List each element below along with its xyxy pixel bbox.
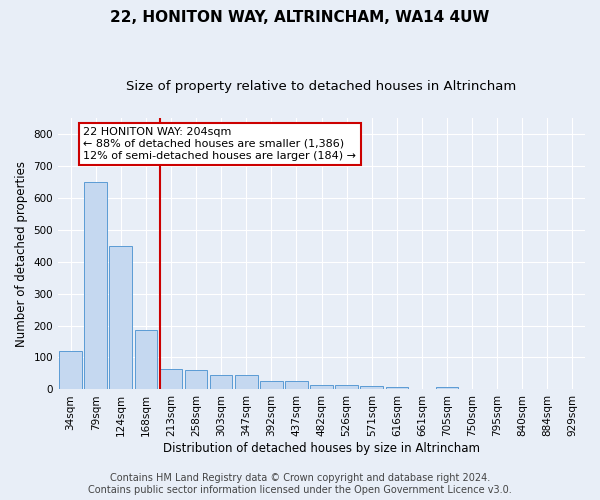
Bar [361,386,383,390]
Bar [59,351,82,390]
Bar [335,386,358,390]
Bar [160,370,182,390]
Text: 22, HONITON WAY, ALTRINCHAM, WA14 4UW: 22, HONITON WAY, ALTRINCHAM, WA14 4UW [110,10,490,25]
Text: 22 HONITON WAY: 204sqm
← 88% of detached houses are smaller (1,386)
12% of semi-: 22 HONITON WAY: 204sqm ← 88% of detached… [83,128,356,160]
Bar [185,370,208,390]
Bar [210,375,232,390]
Bar [310,386,333,390]
Title: Size of property relative to detached houses in Altrincham: Size of property relative to detached ho… [127,80,517,93]
Bar [109,246,132,390]
Text: Contains HM Land Registry data © Crown copyright and database right 2024.
Contai: Contains HM Land Registry data © Crown c… [88,474,512,495]
X-axis label: Distribution of detached houses by size in Altrincham: Distribution of detached houses by size … [163,442,480,455]
Bar [235,375,257,390]
Bar [436,387,458,390]
Bar [85,182,107,390]
Bar [134,330,157,390]
Bar [386,387,408,390]
Bar [260,382,283,390]
Y-axis label: Number of detached properties: Number of detached properties [15,160,28,346]
Bar [285,382,308,390]
